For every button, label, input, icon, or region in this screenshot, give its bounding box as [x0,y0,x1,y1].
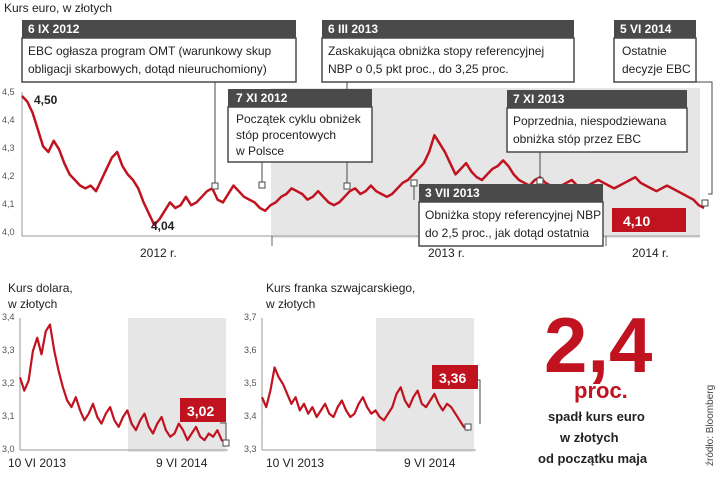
euro-ytick-4-0: 4,0 [2,227,15,237]
annotation-line: do 2,5 proc., jak dotąd ostatnia [425,226,589,240]
annotation-line: NBP o 0,5 pkt proc., do 3,25 proc. [328,62,509,76]
euro-ytick-4-2: 4,2 [2,171,15,181]
annotation-head: 6 III 2013 [328,22,378,36]
marker-6-iii-2013 [343,182,351,190]
annotation-7-xi-2012: 7 XI 2012 Początek cyklu obniżek stóp pr… [227,89,373,163]
usd-ytick-3-2: 3,2 [2,378,15,388]
euro-last-value-label: 4,10 [623,213,650,229]
annotation-line: obligacji skarbowych, dotąd nieuruchomio… [28,62,267,76]
annotation-head: 3 VII 2013 [425,186,480,200]
euro-axis: 4,0 4,1 4,2 4,3 4,4 4,5 2012 r. 2013 r. … [2,87,700,260]
chf-series-line [260,366,469,432]
euro-xlabel-2012: 2012 r. [140,246,177,260]
usd-xlabel-end: 9 VI 2014 [156,456,208,470]
headline-caption-line-1: spadł kurs euro [548,409,645,424]
usd-last-value-label: 3,02 [187,403,214,419]
annotation-line: w Polsce [235,144,284,158]
annotation-line: Początek cyklu obniżek [236,112,362,126]
euro-min-label: 4,04 [151,219,175,233]
annotation-6-iii-2013: 6 III 2013 Zaskakująca obniżka stopy ref… [321,20,575,83]
usd-last-value-box [180,398,226,422]
marker-7-xi-2012 [258,181,266,189]
euro-ytick-4-3: 4,3 [2,143,15,153]
annotation-line: Obniżka stopy referencyjnej NBP [425,208,601,222]
euro-start-label: 4,50 [34,93,58,107]
annotation-5-vi-2014: 5 VI 2014 Ostatnie decyzje EBC [613,20,697,83]
headline-value: 2,4 [544,301,652,389]
usd-ytick-3-1: 3,1 [2,411,15,421]
chf-ytick-3-5: 3,5 [244,378,257,388]
usd-chart-title-line-2: w złotych [7,297,57,311]
chf-last-marker [464,423,472,431]
usd-ytick-3-4: 3,4 [2,312,15,322]
euro-chart-title: Kurs euro, w złotych [4,1,112,15]
usd-series-line [18,323,227,445]
marker-6-ix-2012 [211,182,219,190]
headline-unit: proc. [574,378,628,403]
chf-chart-title-line-1: Kurs franka szwajcarskiego, [266,281,415,295]
annotation-line: Zaskakująca obniżka stopy referencyjnej [328,44,544,58]
usd-xlabel-start: 10 VI 2013 [8,456,66,470]
chf-chart-title-line-2: w złotych [265,297,315,311]
marker-3-vii-2013 [410,179,418,187]
annotation-6-ix-2012: 6 IX 2012 EBC ogłasza program OMT (warun… [21,20,297,83]
chf-ytick-3-3: 3,3 [244,444,257,454]
usd-last-leader [220,422,227,440]
chf-xlabel-end: 9 VI 2014 [404,456,456,470]
chf-xlabel-start: 10 VI 2013 [266,456,324,470]
usd-ytick-3-0: 3,0 [2,444,15,454]
usd-chart-title-line-1: Kurs dolara, [8,281,73,295]
annotation-line: Ostatnie [622,44,667,58]
annotation-head: 6 IX 2012 [28,22,80,36]
usd-last-marker [222,439,230,447]
source-label: źródło: Bloomberg [705,385,716,466]
marker-7-xi-2013 [536,177,544,185]
headline-caption-line-2: w złotych [559,430,619,445]
chf-ytick-3-6: 3,6 [244,345,257,355]
headline-caption-line-3: od początku maja [538,451,648,466]
annotation-line: EBC ogłasza program OMT (warunkowy skup [28,44,272,58]
euro-ytick-4-5: 4,5 [2,87,15,97]
euro-ytick-4-1: 4,1 [2,199,15,209]
leader-5-vi-2014 [696,81,713,195]
annotation-head: 7 XI 2013 [513,92,565,106]
chf-last-value-label: 3,36 [439,370,466,386]
annotation-head: 5 VI 2014 [620,22,672,36]
chf-ytick-3-4: 3,4 [244,411,257,421]
euro-xlabel-2013: 2013 r. [428,246,465,260]
euro-ytick-4-4: 4,4 [2,115,15,125]
euro-xlabel-2014: 2014 r. [632,246,669,260]
chf-ytick-3-7: 3,7 [244,312,257,322]
usd-shaded-band [128,318,226,452]
usd-ytick-3-3: 3,3 [2,345,15,355]
annotation-head: 7 XI 2012 [236,91,288,105]
annotation-7-xi-2013: 7 XI 2013 Poprzednia, niespodziewana obn… [506,90,688,153]
annotation-3-vii-2013: 3 VII 2013 Obniżka stopy referencyjnej N… [418,184,604,247]
chf-last-value-box [432,365,478,389]
annotation-line: stóp procentowych [236,128,336,142]
annotation-line: decyzje EBC [622,62,691,76]
euro-last-value-box [612,208,686,232]
annotation-line: obniżka stóp przez EBC [513,132,641,146]
annotation-line: Poprzednia, niespodziewana [513,114,667,128]
marker-5-vi-2014 [701,199,709,207]
